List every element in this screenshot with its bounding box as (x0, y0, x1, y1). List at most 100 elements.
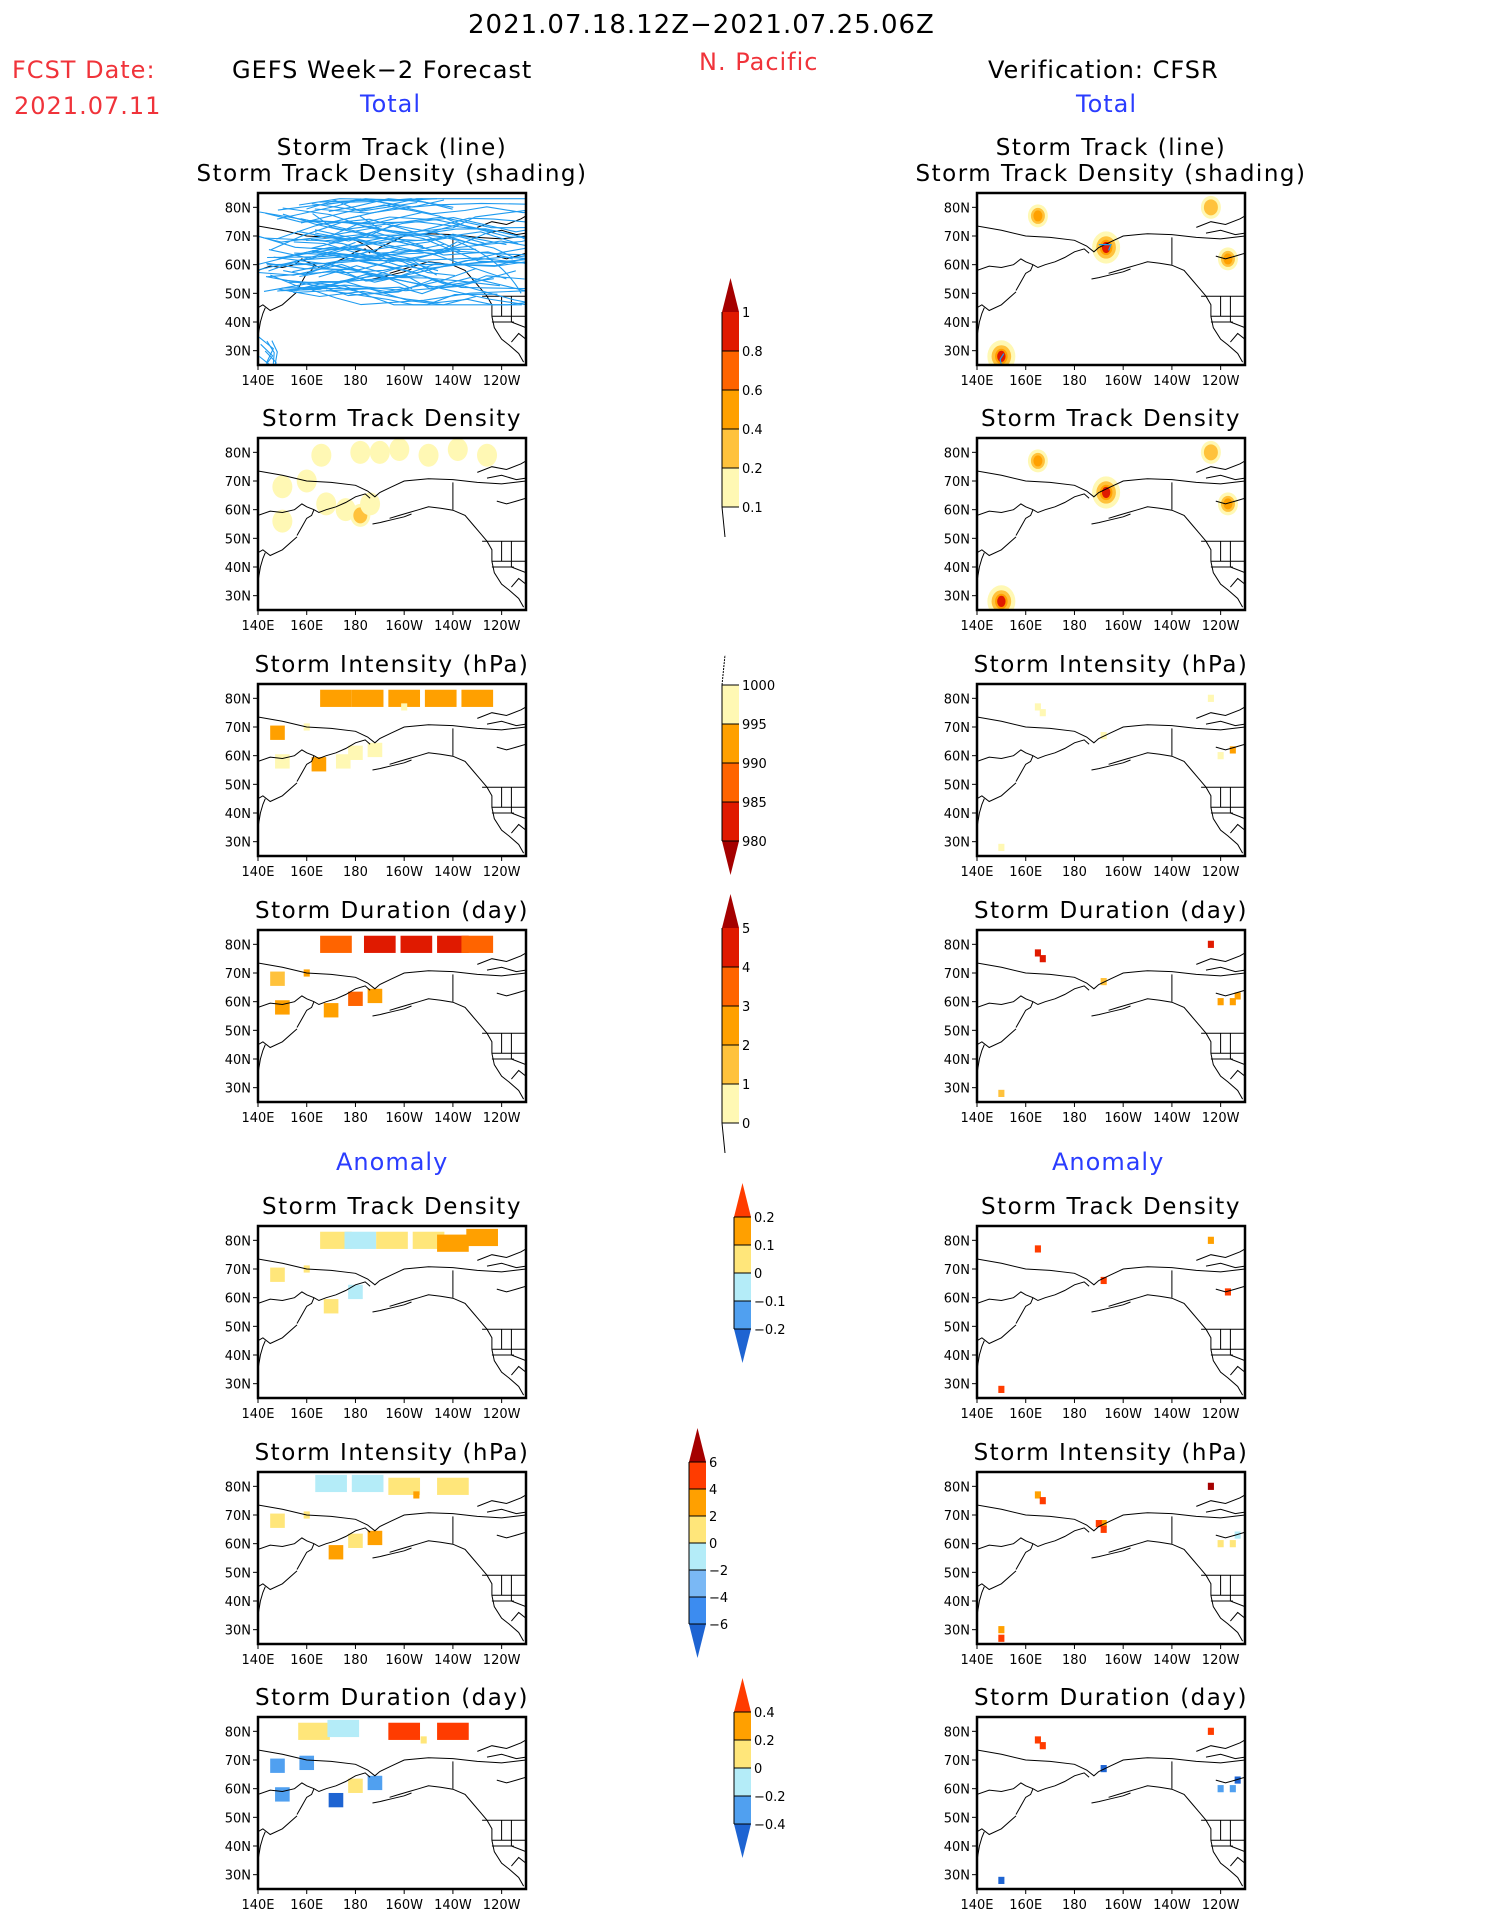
storm-track-line (314, 234, 507, 280)
density-blob (418, 443, 439, 467)
storm-track-line (282, 213, 526, 231)
storm-track-line (276, 215, 526, 259)
panel-title: Storm Intensity (hPa) (973, 652, 1249, 678)
lat-tick-label: 40N (944, 1349, 970, 1364)
lat-tick-label: 40N (225, 316, 251, 331)
coastline (1108, 1785, 1244, 1887)
coastline (389, 506, 525, 608)
density-blob (311, 443, 332, 467)
lon-tick-label: 180 (343, 1407, 368, 1422)
coastline (1091, 513, 1131, 525)
coastline (372, 759, 412, 771)
colorbar-intensity_anom: 6 4 2 0 −2 −4 −6 (688, 1428, 728, 1658)
lat-tick-label: 30N (225, 345, 251, 360)
lat-tick-label: 80N (225, 201, 251, 216)
lon-tick-label: 160W (385, 1653, 423, 1668)
panel-title: Storm Track Density (981, 406, 1241, 432)
colorbar-band (734, 1740, 751, 1768)
grid-cell (400, 935, 433, 953)
map-frame (256, 1715, 528, 1891)
grid-cell (367, 988, 383, 1004)
lat-tick-label: 70N (944, 475, 970, 490)
density-blob (477, 443, 498, 467)
colorbar-label: 0.4 (754, 1706, 775, 1721)
grid-cell (327, 1719, 360, 1738)
map-panel-cfsr_density_anom: 80N 70N 60N 50N 40N 30N 140E 160E 180 160W 140W 120… (944, 1224, 1247, 1422)
grid-cell (1207, 940, 1214, 948)
lon-tick-label: 140E (241, 1898, 274, 1913)
coastline (1229, 787, 1245, 820)
grid-cell (367, 742, 383, 758)
density-blob (1203, 199, 1218, 216)
storm-track-line (311, 289, 526, 306)
grid-cell (270, 1267, 285, 1282)
storm-track-line (318, 265, 500, 287)
lat-tick-label: 70N (225, 1509, 251, 1524)
grid-cell (1207, 1727, 1214, 1735)
lat-tick-label: 50N (225, 287, 251, 302)
lon-tick-label: 140E (241, 1407, 274, 1422)
lon-tick-label: 180 (1062, 1111, 1087, 1126)
lon-tick-label: 140E (960, 1111, 993, 1126)
colorbar-open-end (721, 506, 726, 538)
grid-cell (388, 1722, 421, 1740)
lat-tick-label: 50N (944, 1024, 970, 1039)
grid-cell (1207, 1236, 1214, 1244)
lat-tick-label: 50N (944, 287, 970, 302)
grid-cell (388, 689, 421, 707)
lon-tick-label: 180 (343, 1898, 368, 1913)
colorbar-label: 0.6 (742, 384, 763, 399)
colorbar-band (734, 1796, 751, 1824)
coastline (1229, 1575, 1245, 1608)
colorbar-band (734, 1273, 751, 1301)
lon-tick-label: 160E (290, 1407, 323, 1422)
grid-cell (344, 1231, 377, 1249)
lon-tick-label: 140W (434, 619, 472, 634)
grid-cell (424, 689, 457, 707)
coastline (1196, 1494, 1245, 1507)
coastline (258, 985, 371, 1008)
lat-tick-label: 60N (944, 996, 970, 1011)
grid-cell (351, 1474, 384, 1493)
lon-tick-label: 140E (241, 619, 274, 634)
colorbar-label: 0.2 (742, 462, 763, 477)
grid-cell (348, 1533, 363, 1548)
panel-title: Storm Duration (day) (974, 1685, 1248, 1711)
coastline (1108, 752, 1244, 854)
coastline (511, 823, 526, 834)
lat-tick-label: 40N (225, 1053, 251, 1068)
lon-tick-label: 180 (1062, 374, 1087, 389)
coastline (486, 966, 526, 973)
lon-tick-label: 180 (343, 865, 368, 880)
colorbar-band (722, 1084, 739, 1123)
colorbar-band (722, 967, 739, 1006)
storm-track-line (268, 235, 485, 260)
lat-tick-label: 30N (944, 1082, 970, 1097)
colorbar-label: 6 (709, 1456, 717, 1471)
density-blob (360, 492, 381, 516)
panel-title: Storm Track (line) (276, 135, 508, 161)
lon-tick-label: 140E (960, 1407, 993, 1422)
coastline (389, 752, 525, 854)
coastline (511, 1611, 526, 1622)
grid-cell (1100, 978, 1107, 986)
lat-tick-label: 40N (944, 807, 970, 822)
grid-cell (1229, 1540, 1236, 1548)
storm-track-line (311, 203, 473, 230)
grid-cell (328, 1792, 344, 1808)
grid-cell (1039, 1742, 1046, 1750)
grid-cell (401, 703, 408, 711)
coastline (977, 782, 1017, 803)
coastline (486, 720, 526, 727)
lat-tick-label: 30N (225, 590, 251, 605)
map-panel-cfsr_track: 80N 70N 60N 50N 40N 30N 140E 160E 180 160W 140W 120… (944, 191, 1247, 389)
coastline (510, 787, 526, 820)
grid-cell (320, 689, 352, 707)
grid-cell (998, 1089, 1005, 1097)
panel-title: Storm Track Density (shading) (196, 161, 588, 187)
lon-tick-label: 160E (1009, 1407, 1042, 1422)
lat-tick-label: 30N (944, 1869, 970, 1884)
lat-tick-label: 80N (225, 692, 251, 707)
grid-cell (998, 843, 1005, 851)
lon-tick-label: 120W (1202, 1111, 1240, 1126)
